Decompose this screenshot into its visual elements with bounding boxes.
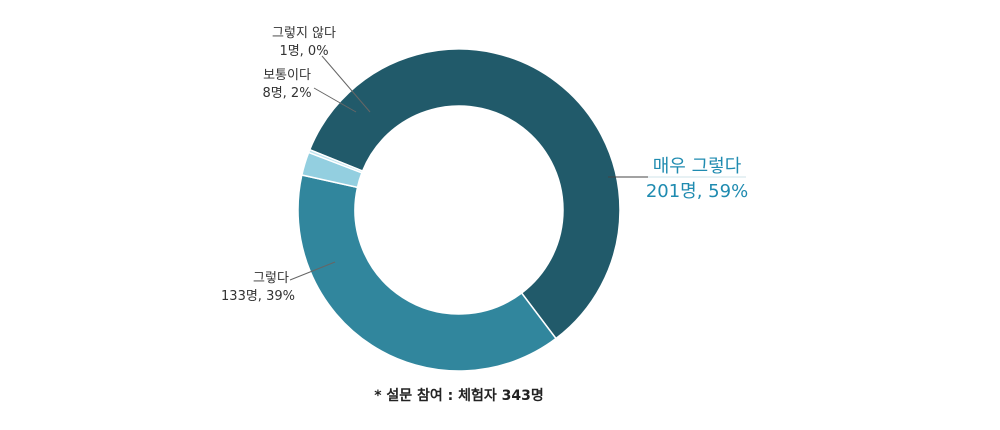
label-disagree-value: 1명, 0%	[279, 44, 328, 59]
slice-very-agree	[308, 48, 621, 340]
leader-line-disagree	[321, 55, 371, 113]
footnote: * 설문 참여 : 체험자 343명	[374, 387, 544, 404]
leader-line-neutral	[313, 87, 357, 113]
label-neutral-value: 8명, 2%	[262, 86, 311, 101]
slice-labels: 매우 그렇다 201명, 59% 그렇다 133명, 39% 보통이다 8명, …	[221, 26, 748, 304]
label-agree-value: 133명, 39%	[221, 289, 295, 304]
label-very-agree-category: 매우 그렇다	[653, 156, 742, 177]
label-neutral-category: 보통이다	[263, 68, 311, 83]
label-disagree-category: 그렇지 않다	[272, 26, 336, 41]
slice-disagree	[307, 148, 364, 174]
label-leader-lines	[289, 55, 746, 281]
leader-line-agree	[289, 261, 336, 281]
slice-agree	[297, 174, 558, 372]
label-agree-category: 그렇다	[253, 271, 289, 286]
label-very-agree-value: 201명, 59%	[646, 181, 748, 202]
donut-slices	[297, 48, 621, 372]
